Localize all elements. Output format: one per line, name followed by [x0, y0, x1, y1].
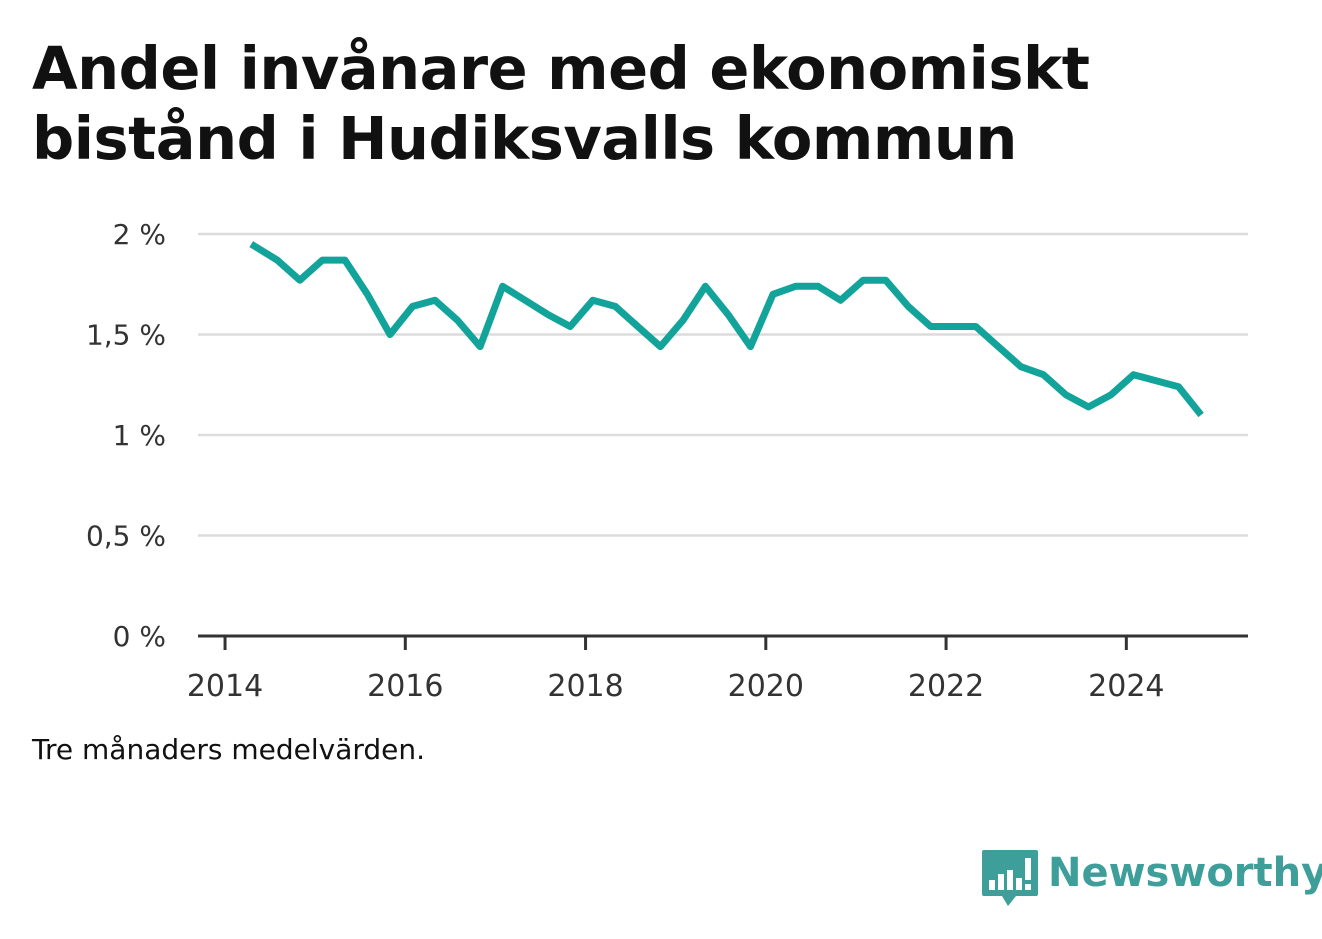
- y-tick-label: 0 %: [113, 620, 166, 653]
- x-tick-label: 2022: [908, 669, 984, 704]
- gridlines: [198, 232, 1248, 537]
- x-tick-label: 2018: [547, 669, 623, 704]
- y-axis-tick-labels: 0 % 0,5 % 1 % 1,5 % 2 %: [86, 218, 166, 653]
- chart-footnote: Tre månaders medelvärden.: [32, 733, 426, 766]
- brand-name: Newsworthy: [1048, 850, 1322, 896]
- y-tick-label: 2 %: [113, 218, 166, 251]
- series-layer: [249, 241, 1204, 418]
- x-tick-label: 2016: [367, 669, 443, 704]
- x-axis-tick-labels: 2014 2016 2018 2020 2022 2024: [187, 669, 1165, 704]
- bar-chart-speech-bubble-icon: [982, 850, 1038, 906]
- x-tick-label: 2024: [1088, 669, 1164, 704]
- y-tick-label: 1 %: [113, 419, 166, 452]
- series-line: [249, 241, 1204, 418]
- x-tick-label: 2014: [187, 669, 263, 704]
- chart-title: Andel invånare med ekonomiskt bistånd i …: [32, 34, 1090, 173]
- y-tick-label: 1,5 %: [86, 319, 166, 352]
- y-tick-label: 0,5 %: [86, 520, 166, 553]
- newsworthy-logo[interactable]: Newsworthy: [980, 848, 1322, 912]
- x-axis: [198, 634, 1248, 650]
- x-tick-label: 2020: [728, 669, 804, 704]
